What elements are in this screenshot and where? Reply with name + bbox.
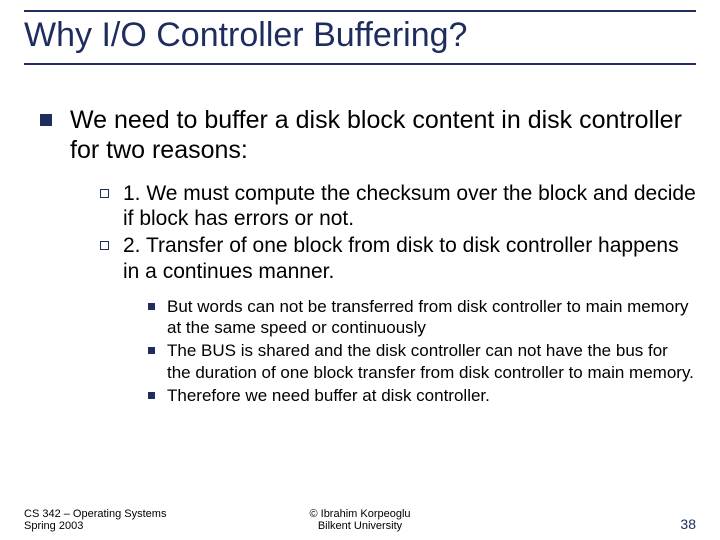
hollow-square-bullet-icon	[100, 189, 109, 198]
bullet-level3: But words can not be transferred from di…	[148, 296, 696, 339]
level3-group: But words can not be transferred from di…	[40, 296, 696, 406]
slide: Why I/O Controller Buffering? We need to…	[0, 0, 720, 540]
footer-left: CS 342 – Operating Systems Spring 2003	[24, 508, 166, 532]
bullet-text: The BUS is shared and the disk controlle…	[167, 340, 696, 383]
footer-center: © Ibrahim Korpeoglu Bilkent University	[309, 508, 410, 532]
bullet-level2: 1. We must compute the checksum over the…	[100, 181, 696, 231]
level2-group: 1. We must compute the checksum over the…	[40, 181, 696, 284]
bullet-level1: We need to buffer a disk block content i…	[40, 105, 696, 165]
slide-footer: CS 342 – Operating Systems Spring 2003 ©…	[24, 508, 696, 532]
bullet-text: 2. Transfer of one block from disk to di…	[123, 233, 696, 283]
title-block: Why I/O Controller Buffering?	[24, 10, 696, 65]
page-number: 38	[680, 516, 696, 532]
bullet-level3: The BUS is shared and the disk controlle…	[148, 340, 696, 383]
slide-title: Why I/O Controller Buffering?	[24, 16, 696, 65]
copyright-label: © Ibrahim Korpeoglu	[309, 508, 410, 520]
term-label: Spring 2003	[24, 520, 166, 532]
bullet-level2: 2. Transfer of one block from disk to di…	[100, 233, 696, 283]
small-square-bullet-icon	[148, 392, 155, 399]
slide-content: We need to buffer a disk block content i…	[24, 105, 696, 406]
bullet-text: 1. We must compute the checksum over the…	[123, 181, 696, 231]
course-label: CS 342 – Operating Systems	[24, 508, 166, 520]
small-square-bullet-icon	[148, 303, 155, 310]
small-square-bullet-icon	[148, 347, 155, 354]
square-bullet-icon	[40, 114, 52, 126]
bullet-text: But words can not be transferred from di…	[167, 296, 696, 339]
hollow-square-bullet-icon	[100, 241, 109, 250]
bullet-text: We need to buffer a disk block content i…	[70, 105, 696, 165]
bullet-text: Therefore we need buffer at disk control…	[167, 385, 490, 406]
institution-label: Bilkent University	[309, 520, 410, 532]
bullet-level3: Therefore we need buffer at disk control…	[148, 385, 696, 406]
